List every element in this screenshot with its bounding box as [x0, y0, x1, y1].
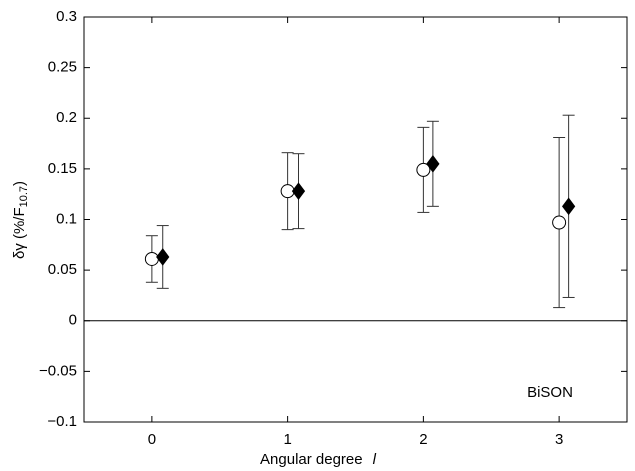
x-tick-label: 1 [283, 431, 291, 448]
marker-diamond [562, 197, 576, 216]
x-axis-label: Angular degree l [260, 451, 377, 468]
x-axis-label-text: Angular degree [260, 451, 363, 468]
x-axis-label-symbol: l [373, 451, 377, 468]
y-axis-label-main: δγ (%/F [11, 207, 28, 259]
y-tick-label: 0.1 [56, 210, 77, 227]
y-tick-label: −0.1 [47, 413, 77, 430]
y-tick-label: 0.05 [48, 261, 77, 278]
x-tick-label: 2 [419, 431, 427, 448]
y-tick-label: 0.15 [48, 160, 77, 177]
y-tick-label: −0.05 [39, 362, 77, 379]
annotation: BiSON [527, 384, 573, 401]
plot-frame [83, 16, 628, 423]
marker-diamond [426, 154, 440, 173]
y-axis-label-sub: 10.7 [18, 186, 30, 207]
marker-circle [552, 215, 567, 230]
y-tick-label: 0.2 [56, 109, 77, 126]
marker-diamond [291, 182, 306, 200]
y-tick-label: 0 [69, 312, 77, 329]
y-tick-label: 0.25 [48, 59, 77, 76]
marker-circle [144, 251, 159, 266]
y-tick-label: 0.3 [56, 8, 77, 25]
marker-diamond [156, 248, 170, 266]
x-tick-label: 0 [148, 431, 156, 448]
y-axis-label-end: ) [11, 181, 28, 186]
x-tick-label: 3 [555, 431, 563, 448]
marker-circle [416, 162, 431, 177]
y-axis-label: δγ (%/F10.7) [11, 181, 30, 259]
